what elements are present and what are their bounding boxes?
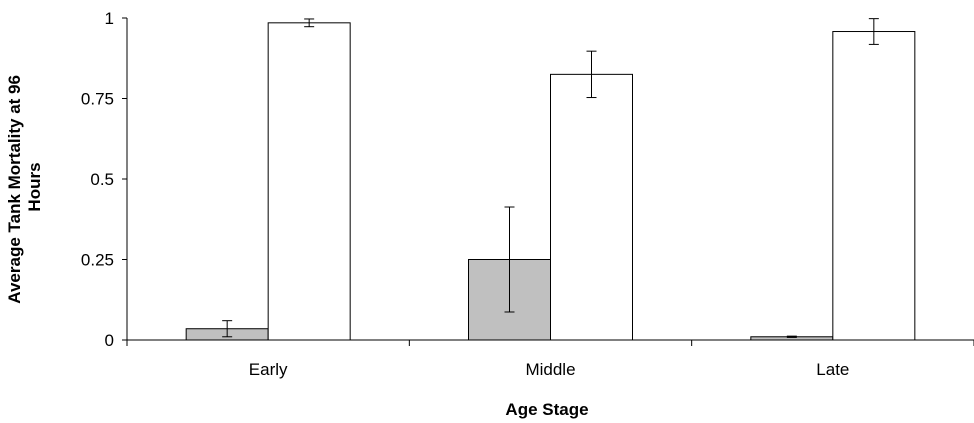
bar: [267, 22, 351, 341]
y-tick-label: 0.75: [81, 90, 114, 109]
bar: [832, 31, 916, 341]
x-axis-title: Age Stage: [505, 400, 588, 419]
bar: [550, 73, 633, 341]
y-tick-label: 1: [105, 9, 114, 28]
y-tick-label: 0: [105, 331, 114, 350]
y-axis-title-line-2: Hours: [25, 162, 44, 211]
bars-layer: [185, 22, 916, 341]
x-ticks: Early Middle Late: [126, 340, 974, 379]
y-axis-title: Average Tank Mortality at 96 Hours: [5, 70, 44, 303]
y-ticks: 0 0.25 0.5 0.75 1: [81, 9, 127, 350]
y-axis-title-line-1: Average Tank Mortality at 96: [5, 75, 24, 304]
x-tick-label: Early: [249, 360, 288, 379]
y-tick-label: 0.25: [81, 251, 114, 270]
x-tick-label: Late: [816, 360, 849, 379]
error-bars-layer: [222, 18, 879, 338]
x-tick-label: Middle: [525, 360, 575, 379]
y-tick-label: 0.5: [90, 170, 114, 189]
